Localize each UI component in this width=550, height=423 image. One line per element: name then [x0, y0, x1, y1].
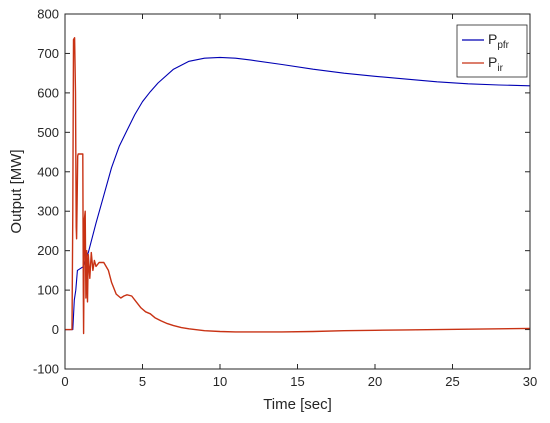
legend-box [456, 24, 528, 78]
series-line-pfr [65, 56, 531, 331]
x-tick-label: 0 [61, 374, 68, 389]
x-tick-label: 5 [139, 374, 146, 389]
y-axis-label: Output [MW] [8, 149, 25, 233]
y-tick-label: 400 [37, 164, 59, 179]
x-tick-label: 15 [290, 374, 304, 389]
y-tick-label: 800 [37, 7, 59, 22]
x-tick-label: 10 [213, 374, 227, 389]
y-tick-label: 200 [37, 243, 59, 258]
x-tick-label: 25 [445, 374, 459, 389]
y-tick-label: 700 [37, 46, 59, 61]
x-axis-label: Time [sec] [263, 396, 332, 413]
y-tick-labels: -100 0 100 200 300 400 500 600 700 800 [33, 7, 59, 377]
y-tick-label: 300 [37, 204, 59, 219]
y-tick-label: 100 [37, 283, 59, 298]
series-line-ir [65, 37, 531, 335]
y-tick-label: 500 [37, 125, 59, 140]
y-tick-label: -100 [33, 362, 59, 377]
x-tick-labels: 0 5 10 15 20 25 30 [61, 374, 537, 389]
x-tick-label: 30 [523, 374, 537, 389]
series-lines [65, 37, 531, 335]
x-tick-label: 20 [368, 374, 382, 389]
y-tick-label: 0 [52, 322, 59, 337]
plot-frame [64, 13, 531, 370]
tick-marks [64, 13, 531, 370]
y-tick-label: 600 [37, 85, 59, 100]
